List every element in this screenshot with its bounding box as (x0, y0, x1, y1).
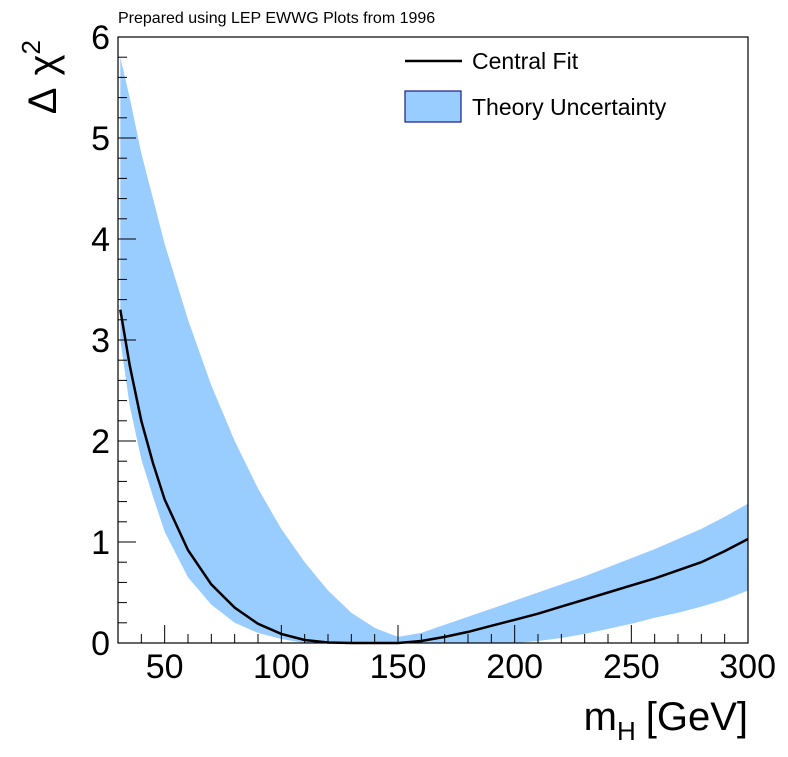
y-tick-label: 3 (91, 322, 110, 360)
y-tick-label: 4 (91, 221, 110, 259)
legend-label-central-fit: Central Fit (472, 48, 579, 74)
x-tick-label: 100 (253, 648, 310, 686)
y-axis: 0 1 2 3 4 5 6 (91, 19, 136, 663)
x-tick-label: 50 (146, 648, 184, 686)
y-tick-label: 0 (91, 625, 110, 663)
y-axis-title-chi: χ (21, 54, 65, 75)
legend: Central Fit Theory Uncertainty (404, 48, 667, 123)
x-tick-label: 200 (486, 648, 543, 686)
band-layer (120, 57, 749, 643)
x-tick-label: 150 (370, 648, 427, 686)
x-axis-title-main: m (584, 695, 617, 739)
chart-note: Prepared using LEP EWWG Plots from 1996 (118, 10, 435, 27)
x-axis: 50 100 150 200 250 300 (117, 625, 776, 686)
y-axis-title-sup: 2 (16, 40, 46, 54)
y-tick-label: 6 (91, 19, 110, 57)
x-axis-title: mH [GeV] (584, 695, 748, 746)
y-tick-label: 1 (91, 524, 110, 562)
x-axis-title-unit: [GeV] (646, 695, 748, 739)
theory-uncertainty-band (120, 57, 749, 643)
x-tick-label: 300 (719, 648, 776, 686)
y-tick-label: 2 (91, 423, 110, 461)
x-tick-label: 250 (603, 648, 660, 686)
central-fit-line (119, 309, 749, 645)
x-axis-title-sub: H (617, 716, 636, 746)
legend-label-theory-uncertainty: Theory Uncertainty (472, 94, 667, 120)
y-axis-title-delta: Δ (21, 87, 65, 114)
y-axis-title: Δχ2 (16, 40, 65, 114)
line-layer (119, 309, 749, 645)
y-tick-label: 5 (91, 120, 110, 158)
legend-band-swatch (404, 90, 462, 123)
